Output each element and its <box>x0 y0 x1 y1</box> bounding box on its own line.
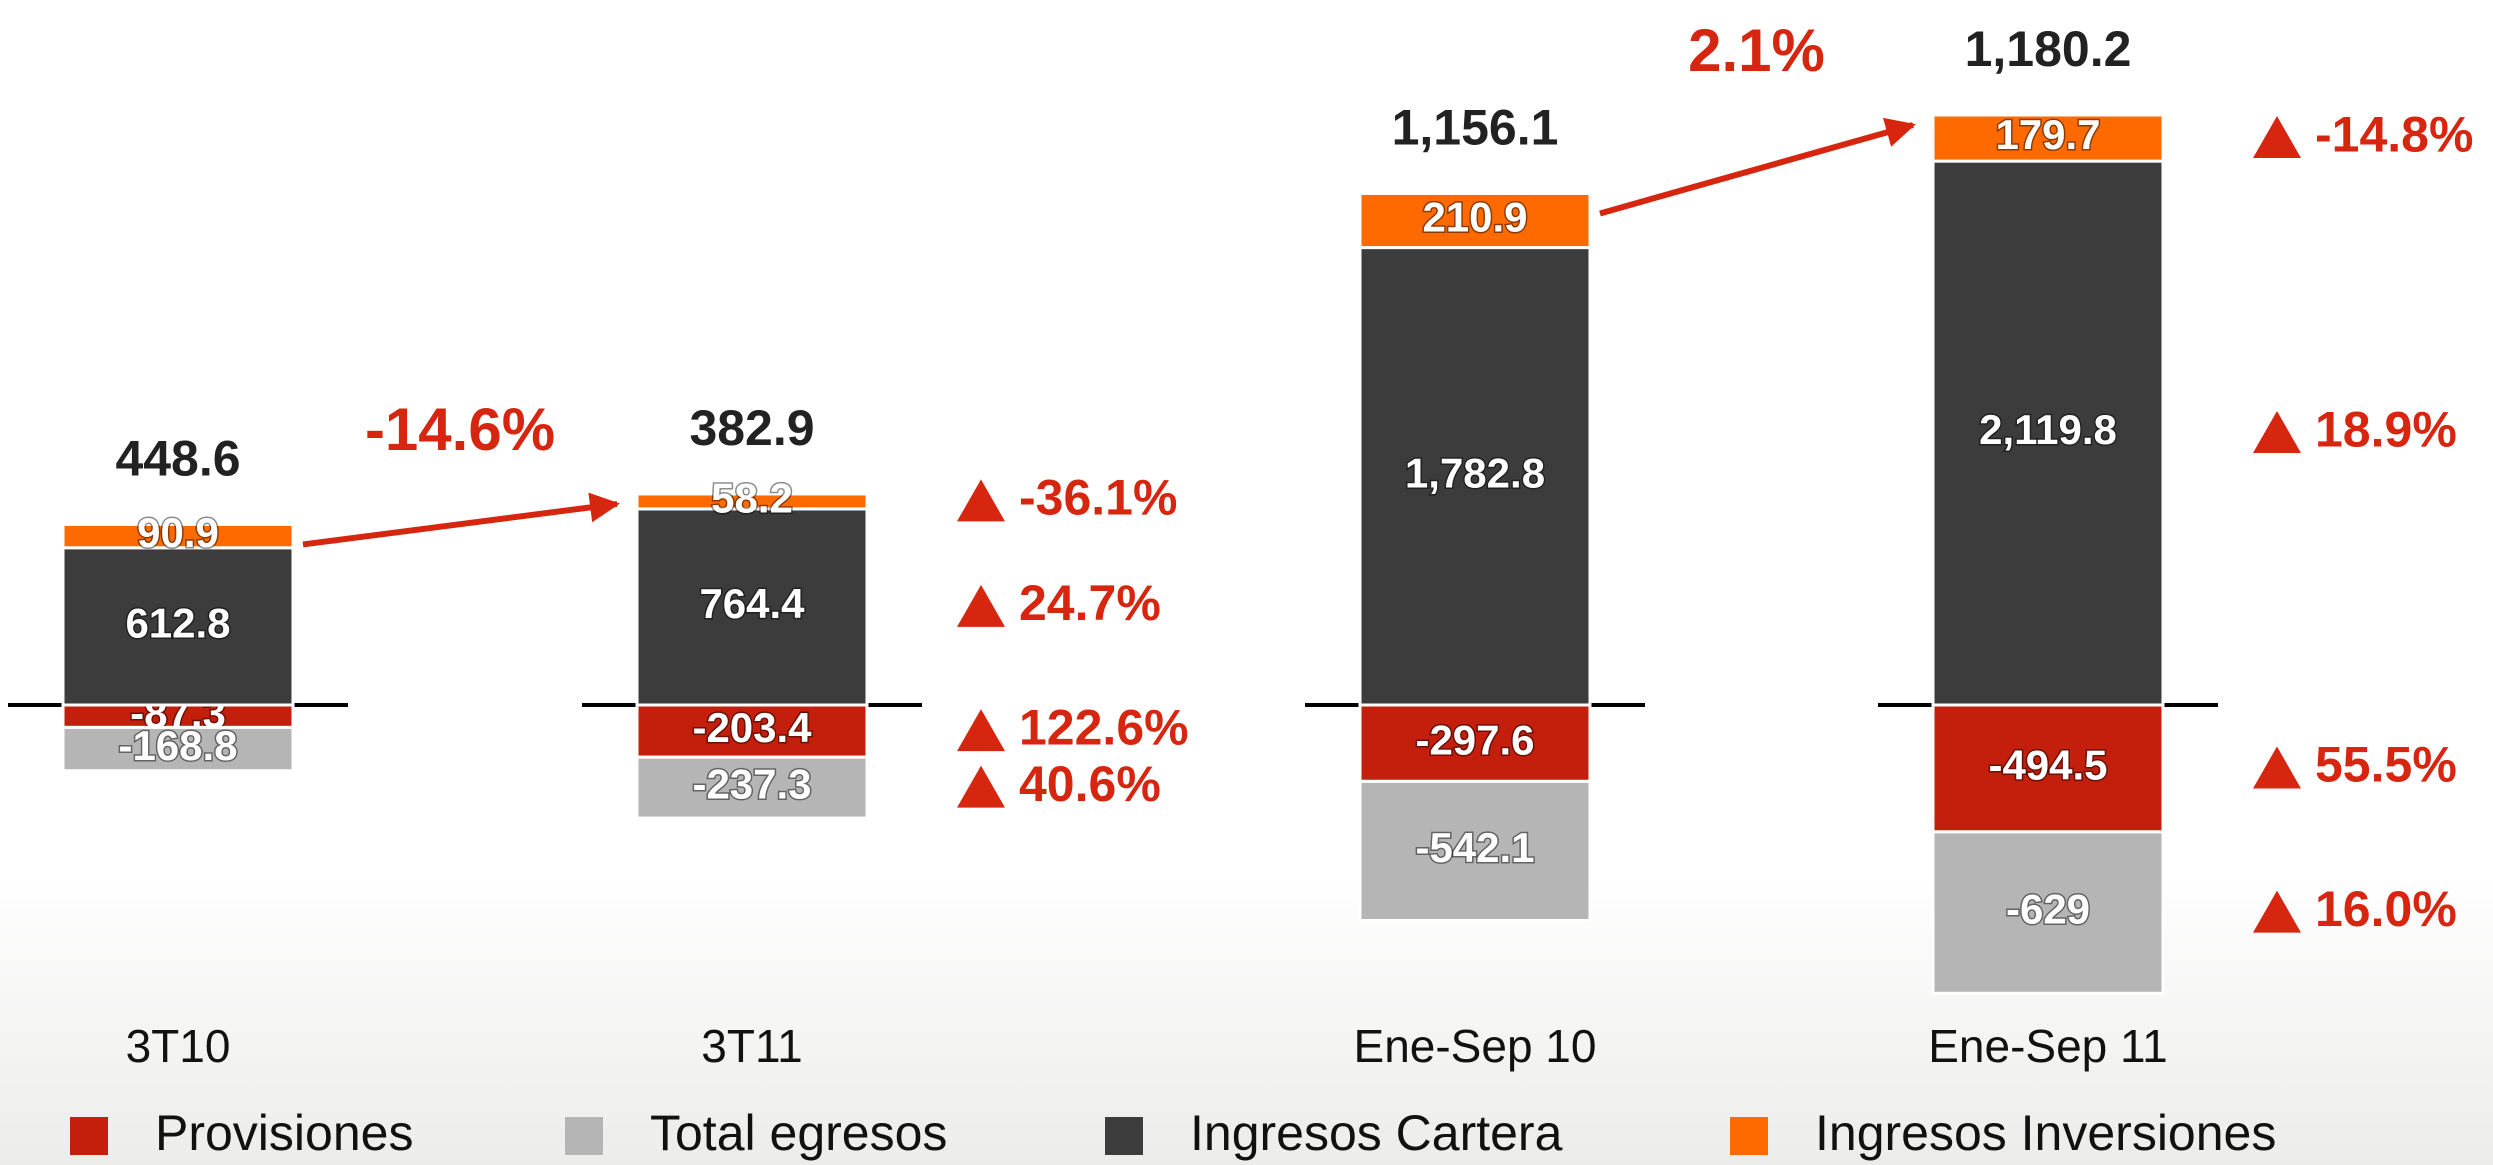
category-label: 3T10 <box>126 1020 231 1072</box>
segment-label: -542.1 <box>1415 824 1534 871</box>
category-label: Ene-Sep 10 <box>1354 1020 1597 1072</box>
legend-swatch <box>565 1117 603 1155</box>
change-label: 40.6% <box>1019 756 1161 812</box>
total-label: 1,156.1 <box>1392 100 1559 156</box>
change-label: 55.5% <box>2315 737 2457 793</box>
segment-label: -494.5 <box>1988 742 2107 789</box>
growth-label: -14.6% <box>365 396 555 463</box>
chart: -87.3-168.8612.890.9448.63T10-203.4122.6… <box>0 0 2493 1165</box>
segment-label: 58.2 <box>711 474 793 521</box>
change-label: -14.8% <box>2315 106 2473 162</box>
legend-swatch <box>1730 1117 1768 1155</box>
segment-label: 1,782.8 <box>1405 449 1545 496</box>
segment-label: -237.3 <box>692 761 811 808</box>
growth-label: 2.1% <box>1688 17 1825 84</box>
change-label: 122.6% <box>1019 699 1189 755</box>
legend-label: Provisiones <box>155 1105 413 1161</box>
segment-label: 612.8 <box>125 599 230 646</box>
change-label: 18.9% <box>2315 401 2457 457</box>
segment-label: 2,119.8 <box>1979 406 2117 453</box>
legend-swatch <box>1105 1117 1143 1155</box>
legend-label: Ingresos Cartera <box>1190 1105 1563 1161</box>
segment-label: 764.4 <box>699 580 805 627</box>
segment-label: -629 <box>2006 886 2090 933</box>
legend-label: Total egresos <box>650 1105 947 1161</box>
total-label: 382.9 <box>689 400 814 456</box>
legend-swatch <box>70 1117 108 1155</box>
segment-label: 210.9 <box>1422 194 1527 241</box>
category-label: Ene-Sep 11 <box>1928 1020 2168 1072</box>
change-label: -36.1% <box>1019 470 1177 526</box>
change-label: 24.7% <box>1019 575 1161 631</box>
total-label: 448.6 <box>115 431 240 487</box>
total-label: 1,180.2 <box>1965 21 2132 77</box>
segment-label: 179.7 <box>1995 111 2100 158</box>
legend-label: Ingresos Inversiones <box>1815 1105 2276 1161</box>
segment-label: 90.9 <box>137 509 219 556</box>
segment-label: -203.4 <box>692 704 812 751</box>
category-label: 3T11 <box>701 1020 802 1072</box>
segment-label: -297.6 <box>1415 716 1534 763</box>
change-label: 16.0% <box>2315 881 2457 937</box>
segment-label: -168.8 <box>118 722 237 769</box>
